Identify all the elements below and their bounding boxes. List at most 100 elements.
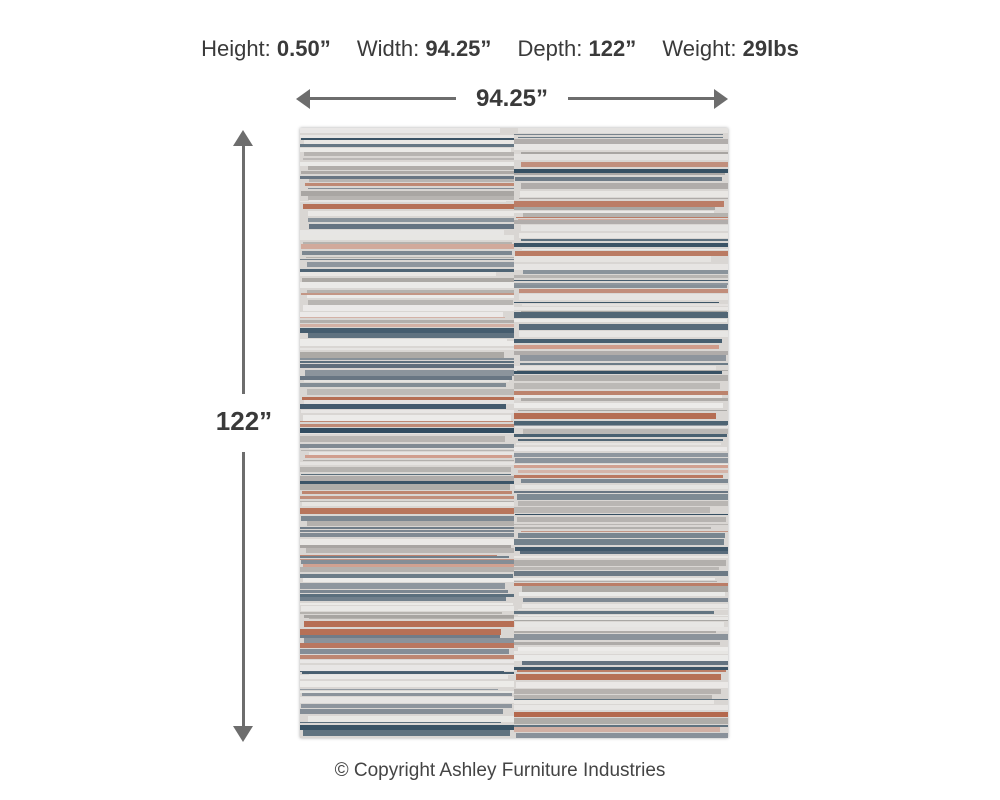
rug-stripe [301,410,514,413]
rug-stripe [302,502,514,506]
rug-stripe [514,712,728,717]
rug-stripe [515,547,728,551]
rug-stripe [514,403,723,408]
arrow-down-icon [233,726,253,742]
rug-stripe [521,225,728,231]
copyright-notice: © Copyright Ashley Furniture Industries [334,760,666,781]
rug-stripe [514,351,728,355]
rug-stripe [300,404,506,409]
rug-stripe [300,135,514,138]
spec-width-value: 94.25” [425,36,492,61]
rug-stripe [304,152,514,156]
rug-stripe [300,655,514,659]
rug-stripe [514,700,714,704]
width-dimension-label: 94.25” [475,85,549,112]
rug-stripe [309,448,514,449]
rug-stripe [514,627,728,631]
rug-stripe [303,730,510,736]
rug-stripe [300,533,514,537]
rug-stripe [300,259,514,260]
rug-stripe [306,548,514,553]
rug-stripe [514,307,728,310]
height-dimension-arrow [224,130,264,742]
dimension-line [568,97,720,100]
rug-stripe [300,590,508,593]
rug-stripe [514,556,728,558]
rug-stripe [514,667,728,670]
rug-stripe [518,647,728,651]
rug-stripe [305,455,512,458]
rug-stripe [514,283,728,285]
rug-stripe [308,196,514,200]
rug-stripe [515,485,728,489]
spec-summary: Height: 0.50” Width: 94.25” Depth: 122” … [0,36,1000,62]
rug-stripe [303,578,514,582]
rug-stripe [306,257,514,258]
rug-stripe [515,177,722,181]
rug-stripe [300,436,505,442]
rug-stripe [300,272,496,276]
spec-weight: Weight: 29lbs [662,36,799,61]
rug-stripe [304,400,514,404]
spec-depth-value: 122” [588,36,637,61]
rug-stripe [519,592,725,596]
rug-stripe [516,674,721,680]
rug-stripe [300,376,512,380]
rug-stripe [514,434,727,437]
rug-stripe [514,371,722,374]
rug-stripe [517,517,726,522]
rug-stripe [514,725,728,727]
rug-stripe [514,465,728,468]
rug-stripe [300,176,514,179]
rug-stripe [300,691,514,693]
rug-stripe [300,539,514,545]
rug-stripe [300,612,502,614]
rug-stripe [514,631,716,633]
rug-stripe [300,501,514,502]
rug-stripe [301,474,511,475]
rug-stripe [514,581,717,582]
rug-stripe [514,617,728,620]
rug-stripe [302,693,512,696]
rug-stripe [518,219,728,220]
rug-product-image [300,128,728,738]
rug-stripe [518,501,728,506]
spec-weight-value: 29lbs [742,36,799,61]
rug-stripe [303,305,514,311]
rug-stripe [514,319,727,322]
rug-stripe [514,524,728,525]
rug-stripe [514,256,711,262]
rug-stripe [300,421,513,422]
rug-stripe [514,491,728,493]
rug-stripe [518,609,728,610]
rug-stripe [522,586,728,592]
rug-stripe [300,660,514,663]
rug-stripe [514,220,728,224]
rug-stripe [514,620,728,621]
rug-stripe [303,564,514,567]
rug-stripe [515,251,728,256]
rug-stripe [516,443,721,445]
rug-stripe [518,470,728,473]
arrow-right-icon [714,89,728,109]
rug-stripe [300,352,504,358]
rug-stripe [301,138,514,140]
rug-stripe [301,704,512,708]
rug-stripe [300,328,514,333]
rug-stripe [514,207,715,210]
rug-stripe [514,264,728,270]
rug-stripe [519,198,728,199]
rug-stripe [300,341,514,346]
rug-stripe [300,556,509,558]
rug-stripe [514,611,714,614]
rug-stripe [309,452,514,455]
rug-stripe [301,560,514,564]
rug-stripe [300,508,514,514]
rug-stripe [300,530,514,532]
rug-stripe [521,311,727,312]
rug-stripe [303,460,514,461]
rug-stripe [307,295,514,298]
rug-stripe [301,450,514,451]
rug-stripe [300,428,514,433]
rug-stripe [300,481,514,484]
